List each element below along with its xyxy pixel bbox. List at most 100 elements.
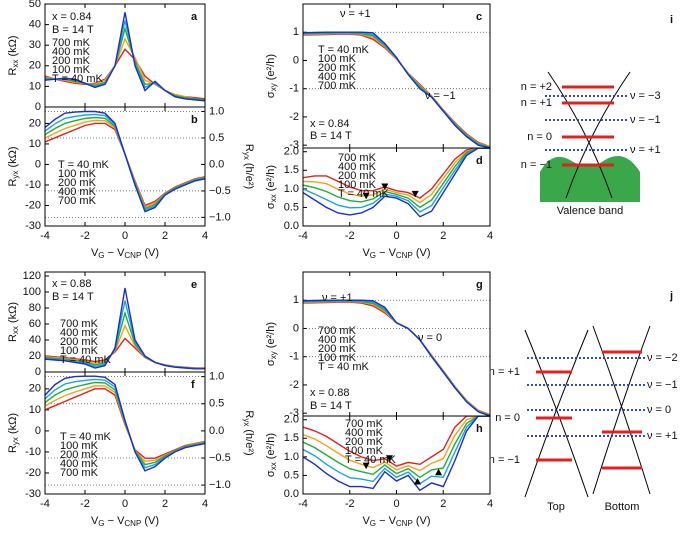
filling-label: ν = +1 — [630, 144, 661, 156]
y-axis-label-part: (e²/h) — [265, 433, 277, 462]
y-axis-label: Rxx (kΩ) — [7, 302, 20, 342]
y-tick-label: -30 — [25, 220, 41, 232]
x-axis-label-part: G — [370, 251, 376, 260]
x-tick-label: -2 — [80, 498, 90, 510]
marker-up — [435, 468, 443, 476]
y-axis-label-part: σ — [265, 91, 277, 98]
annotation: x = 0.84 — [52, 11, 91, 23]
y-tick-label: 0 — [35, 101, 41, 113]
y2-tick-label: −1.0 — [209, 479, 231, 491]
x-tick-label: -4 — [298, 498, 308, 510]
y-axis-label-part: (kΩ) — [7, 35, 19, 59]
x-tick-label: 4 — [202, 498, 208, 510]
x-axis-label-part: (V) — [413, 515, 431, 527]
y-tick-label: 120 — [23, 270, 41, 282]
y-tick-label: 10 — [29, 138, 41, 150]
y-tick-label: 20 — [29, 117, 41, 129]
y-tick-label: 1.0 — [284, 451, 299, 463]
annotation: B = 14 T — [310, 130, 352, 142]
legend-label: 100 mK — [345, 445, 384, 457]
legend-label: 400 mK — [318, 334, 357, 346]
y-axis-label-part: (kΩ) — [7, 146, 19, 170]
y-tick-label: -20 — [25, 199, 41, 211]
legend-label: 700 mK — [60, 318, 99, 330]
legend-label: 400 mK — [338, 161, 377, 173]
marker-down — [362, 192, 370, 200]
x-axis-label-part: CNP — [396, 251, 413, 260]
y-tick-label: 60 — [29, 318, 41, 330]
plot-frame — [302, 147, 491, 227]
y-axis-label-part: xx — [269, 194, 278, 202]
data-line — [303, 416, 490, 492]
band-curve — [547, 71, 613, 199]
y-tick-label: 20 — [29, 60, 41, 72]
y2-axis-label-part: (h/e²) — [243, 160, 255, 189]
x-axis-label-part: − V — [376, 247, 397, 259]
legend-label: 700 mK — [58, 195, 97, 207]
x-axis-label-part: CNP — [124, 519, 141, 528]
x-axis-label-part: V — [91, 247, 99, 259]
y-axis-label-part: xx — [11, 326, 20, 334]
level-label: n = 0 — [527, 131, 552, 143]
y-axis-label: Rxx (kΩ) — [7, 35, 20, 75]
data-line — [303, 416, 490, 472]
x-axis-label-part: (V) — [141, 247, 159, 259]
legend-label: 200 mK — [338, 170, 377, 182]
data-line — [303, 416, 490, 467]
legend-label: 100 mK — [318, 352, 357, 364]
y-tick-label: 1.5 — [284, 164, 299, 176]
y2-tick-label: 0.5 — [209, 132, 224, 144]
y-axis-label: Ryx (kΩ) — [7, 413, 20, 453]
legend-label: 700 mK — [60, 467, 99, 479]
panel-label: j — [669, 290, 673, 302]
x-tick-label: 2 — [440, 498, 446, 510]
y-axis-label-part: yx — [11, 437, 20, 445]
legend-label: T = 40 mK — [58, 159, 110, 171]
data-line — [45, 375, 205, 472]
y2-axis-label-part: yx — [242, 152, 251, 160]
y-tick-label: 2.0 — [284, 414, 299, 426]
legend-label: 100 mK — [318, 53, 357, 65]
y-tick-label: 1.5 — [284, 432, 299, 444]
y-axis-label-part: xx — [269, 462, 278, 470]
x-axis-label: VG − VCNP (V) — [362, 515, 430, 528]
valence-band — [540, 156, 640, 202]
x-tick-label: 2 — [440, 230, 446, 242]
y-axis-label-part: R — [7, 68, 19, 76]
plot-frame — [302, 415, 491, 495]
panel-label: d — [476, 155, 483, 167]
y2-tick-label: 0.0 — [209, 158, 224, 170]
y2-axis-label: Ryx (h/e²) — [242, 144, 255, 189]
plot-frame — [44, 371, 206, 495]
y-tick-label: 1 — [293, 294, 299, 306]
surface-label: Top — [547, 501, 565, 513]
x-tick-label: -2 — [345, 230, 355, 242]
x-tick-label: 0 — [122, 230, 128, 242]
data-line — [303, 299, 490, 416]
band-curve — [592, 325, 651, 495]
legend-label: 700 mK — [318, 325, 357, 337]
x-tick-label: 4 — [487, 498, 493, 510]
y2-axis-label-part: R — [243, 410, 255, 418]
y-tick-label: 40 — [29, 19, 41, 31]
y2-tick-label: 0.5 — [209, 398, 224, 410]
legend-label: 700 mK — [318, 80, 357, 92]
legend-label: 400 mK — [60, 458, 99, 470]
y-tick-label: 20 — [29, 383, 41, 395]
y-tick-label: -2 — [289, 111, 299, 123]
y2-tick-label: 1.0 — [209, 371, 224, 383]
y-tick-label: 0 — [35, 425, 41, 437]
y-axis-label: Ryx (kΩ) — [7, 146, 20, 186]
y-tick-label: 40 — [29, 334, 41, 346]
legend-label: T = 40 mK — [60, 431, 112, 443]
legend-label: 100 mK — [52, 64, 91, 76]
y2-axis-label-part: R — [243, 144, 255, 152]
data-line — [45, 26, 205, 101]
y-tick-label: 0.5 — [284, 201, 299, 213]
legend-label: 200 mK — [60, 449, 99, 461]
marker-down — [385, 455, 393, 462]
annotation: ν = 0 — [418, 332, 442, 344]
y-tick-label: -1 — [289, 83, 299, 95]
panel-label: i — [670, 14, 673, 26]
